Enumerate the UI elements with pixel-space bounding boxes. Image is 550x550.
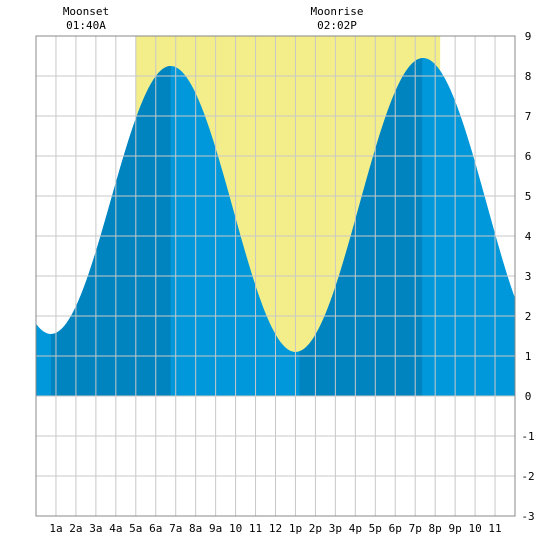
x-tick-label: 12 bbox=[269, 522, 282, 535]
x-tick-label: 1a bbox=[49, 522, 62, 535]
y-tick-label: 4 bbox=[525, 230, 532, 243]
x-tick-label: 7a bbox=[169, 522, 182, 535]
y-tick-label: 1 bbox=[525, 350, 532, 363]
y-tick-label: 7 bbox=[525, 110, 532, 123]
x-tick-label: 8a bbox=[189, 522, 202, 535]
x-tick-label: 10 bbox=[468, 522, 481, 535]
x-tick-label: 3p bbox=[329, 522, 342, 535]
grid bbox=[36, 36, 515, 516]
moonrise-time: 02:02P bbox=[317, 19, 357, 32]
x-axis-ticks: 1a 2a 3a 4a 5a 6a 7a 8a 9a 10 11 12 1p 2p 3p 4p 5p 6p 7p 8p… bbox=[49, 522, 501, 535]
y-tick-label: -3 bbox=[521, 510, 534, 523]
plot-border bbox=[35, 35, 516, 517]
moonrise-label: Moonrise bbox=[311, 5, 364, 18]
x-tick-label: 2a bbox=[69, 522, 82, 535]
x-tick-label: 3a bbox=[89, 522, 102, 535]
y-tick-label: 9 bbox=[525, 30, 532, 43]
x-tick-label: 10 bbox=[229, 522, 242, 535]
x-tick-label: 5a bbox=[129, 522, 142, 535]
x-tick-label: 6a bbox=[149, 522, 162, 535]
x-tick-label: 9a bbox=[209, 522, 222, 535]
y-tick-label: 6 bbox=[525, 150, 532, 163]
x-tick-label: 5p bbox=[369, 522, 382, 535]
x-tick-label: 7p bbox=[409, 522, 422, 535]
x-tick-label: 9p bbox=[449, 522, 462, 535]
y-tick-label: 2 bbox=[525, 310, 532, 323]
x-tick-label: 6p bbox=[389, 522, 402, 535]
x-tick-label: 4p bbox=[349, 522, 362, 535]
y-tick-label: 3 bbox=[525, 270, 532, 283]
tide-dark-band-2 bbox=[299, 58, 423, 396]
moonset-label: Moonset bbox=[63, 5, 109, 18]
x-tick-label: 4a bbox=[109, 522, 122, 535]
x-tick-label: 11 bbox=[249, 522, 262, 535]
x-tick-label: 2p bbox=[309, 522, 322, 535]
x-tick-label: 8p bbox=[429, 522, 442, 535]
y-tick-label: 5 bbox=[525, 190, 532, 203]
tide-dark-band-1 bbox=[50, 66, 171, 396]
y-tick-label: -2 bbox=[521, 470, 534, 483]
y-tick-label: -1 bbox=[521, 430, 534, 443]
x-tick-label: 1p bbox=[289, 522, 302, 535]
y-axis-ticks: -3 -2 -1 0 1 2 3 4 5 6 7 8 9 bbox=[521, 30, 534, 523]
moonset-time: 01:40A bbox=[66, 19, 106, 32]
y-tick-label: 0 bbox=[525, 390, 532, 403]
y-tick-label: 8 bbox=[525, 70, 532, 83]
x-tick-label: 11 bbox=[488, 522, 501, 535]
